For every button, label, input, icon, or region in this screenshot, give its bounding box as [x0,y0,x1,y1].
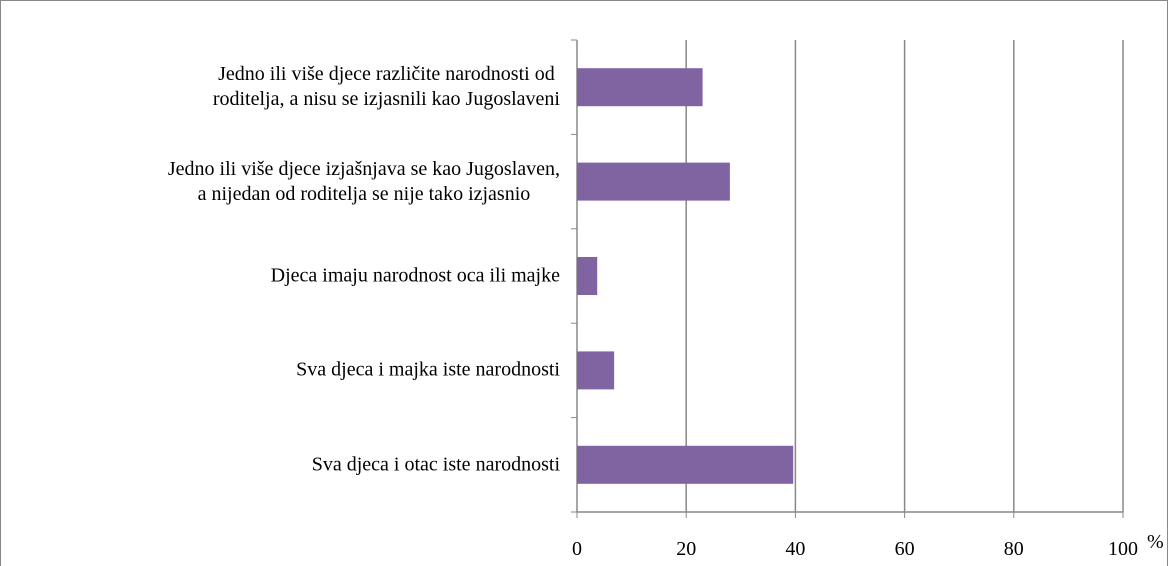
bar [577,162,730,201]
y-tick-label: Jedno ili više djece izjašnjava se kao J… [167,157,560,205]
bar [577,445,794,484]
y-tick-label: Jedno ili više djece različite narodnost… [212,63,560,111]
y-tick-label: Sva djeca i majka iste narodnosti [296,358,560,381]
x-tick-label: 40 [785,538,805,560]
x-tick-label: 20 [676,538,696,560]
x-tick-label: 0 [572,538,582,560]
x-axis-label: % [1147,531,1164,553]
x-tick-label: 60 [895,538,915,560]
x-tick-label: 100 [1108,538,1138,560]
bar [577,68,703,107]
x-tick-label: 80 [1004,538,1024,560]
bar [577,257,598,295]
y-tick-label: Djeca imaju narodnost oca ili majke [270,264,560,287]
bar [577,351,615,390]
y-tick-label: Sva djeca i otac iste narodnosti [311,453,560,476]
